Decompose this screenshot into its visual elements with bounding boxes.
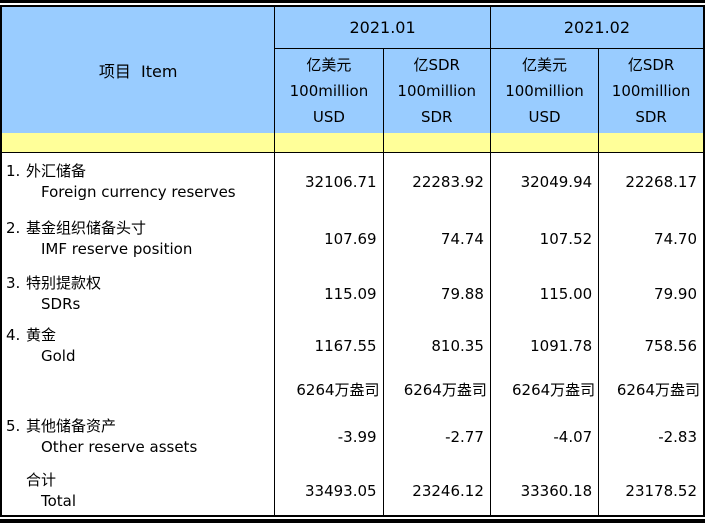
table-row: 1. 外汇储备 Foreign currency reserves 32106.7… — [0, 152, 705, 212]
table-row: 合计 Total 33493.05 23246.12 33360.18 2317… — [0, 466, 705, 516]
value-2021-01-usd: 1167.55 — [274, 322, 384, 370]
row-label-cn-text: 外汇储备 — [26, 162, 87, 181]
value-2021-01-usd: 107.69 — [274, 212, 384, 266]
value-2021-02-sdr: 79.90 — [598, 266, 705, 322]
row-label-chinese: 4. 黄金 — [2, 325, 274, 346]
unit-line: 亿SDR — [627, 55, 675, 74]
value-2021-02-sdr: 758.56 — [598, 322, 705, 370]
row-label-cn-text: 其他储备资产 — [26, 417, 117, 435]
value-2021-02-sdr: 23178.52 — [598, 466, 705, 516]
period-header-row: 项目 Item 2021.01 2021.02 — [0, 5, 705, 133]
item-column-header: 项目 Item — [0, 5, 276, 133]
row-label-cell — [0, 370, 276, 408]
unit-header-sdr-1: 亿SDR 100million SDR — [382, 47, 491, 133]
row-label-cell: 5. 其他储备资产 Other reserve assets — [0, 408, 276, 466]
value-2021-02-usd: 32049.94 — [489, 152, 600, 212]
row-label-english: Other reserve assets — [41, 438, 198, 456]
value-2021-01-usd: -3.99 — [274, 408, 384, 466]
value-2021-01-sdr: 23246.12 — [382, 466, 491, 516]
value-2021-02-usd: 1091.78 — [489, 322, 600, 370]
unit-line: 亿SDR — [413, 55, 460, 74]
unit-line: USD — [312, 107, 345, 126]
unit-header-sdr-2: 亿SDR 100million SDR — [598, 47, 705, 133]
row-label-chinese: 合计 — [2, 470, 274, 491]
row-number: 1. — [6, 162, 21, 181]
stripe-cell — [489, 133, 600, 153]
value-2021-02-sdr: 74.70 — [598, 212, 705, 266]
row-label-chinese: 1. 外汇储备 — [2, 161, 274, 182]
row-number: 2. — [6, 219, 21, 237]
unit-header-usd-2: 亿美元 100million USD — [489, 47, 600, 133]
table-row: 3. 特别提款权 SDRs 115.09 79.88 115.00 79.90 — [0, 266, 705, 322]
table-row: 5. 其他储备资产 Other reserve assets -3.99 -2.7… — [0, 408, 705, 466]
stripe-cell — [0, 133, 276, 153]
row-label-cell: 2. 基金组织储备头寸 IMF reserve position — [0, 212, 276, 266]
stripe-cell — [274, 133, 384, 153]
value-2021-02-sdr: 6264万盎司 — [598, 370, 705, 408]
row-number: 3. — [6, 274, 21, 292]
row-label-cell: 3. 特别提款权 SDRs — [0, 266, 276, 322]
value-2021-02-usd: -4.07 — [489, 408, 600, 466]
row-label-english: IMF reserve position — [41, 240, 193, 258]
value-2021-01-usd: 32106.71 — [274, 152, 384, 212]
value-2021-01-sdr: 810.35 — [382, 322, 491, 370]
unit-header-row: 亿美元 100million USD 亿SDR 100million SDR 亿… — [1, 47, 705, 133]
row-label-cell: 合计 Total — [0, 466, 276, 516]
value-2021-01-usd: 6264万盎司 — [274, 370, 384, 408]
row-label-cn-text: 特别提款权 — [26, 274, 102, 292]
stripe-cell — [598, 133, 705, 153]
unit-line: SDR — [420, 107, 453, 126]
period-header-2021-01: 2021.01 — [274, 5, 491, 49]
value-2021-01-usd: 33493.05 — [274, 466, 384, 516]
unit-line: 100million — [611, 81, 691, 100]
value-2021-02-usd: 6264万盎司 — [489, 370, 600, 408]
row-label-cn-text: 基金组织储备头寸 — [26, 219, 147, 237]
row-label-cell: 4. 黄金 Gold — [0, 322, 276, 370]
top-rule — [0, 0, 705, 3]
stripe-cell — [382, 133, 491, 153]
value-2021-01-sdr: 22283.92 — [382, 152, 491, 212]
table-row: 2. 基金组织储备头寸 IMF reserve position 107.69 7… — [0, 212, 705, 266]
row-label-chinese: 5. 其他储备资产 — [2, 416, 274, 437]
unit-line: 亿美元 — [522, 55, 568, 74]
row-label-english: Gold — [41, 347, 76, 365]
value-2021-02-usd: 115.00 — [489, 266, 600, 322]
value-2021-01-sdr: 74.74 — [382, 212, 491, 266]
unit-line: 100million — [289, 81, 369, 100]
row-number: 5. — [6, 417, 21, 435]
row-label-cn-text: 黄金 — [26, 326, 57, 344]
value-2021-01-sdr: 6264万盎司 — [382, 370, 491, 408]
row-label-english: Total — [41, 491, 77, 510]
row-label-chinese — [2, 379, 274, 400]
period-header-2021-02: 2021.02 — [489, 5, 705, 49]
unit-line: 100million — [397, 81, 477, 100]
row-label-cn-text: 合计 — [26, 470, 57, 489]
value-2021-02-sdr: -2.83 — [598, 408, 705, 466]
yellow-stripe-row — [0, 133, 705, 153]
value-2021-02-sdr: 22268.17 — [598, 152, 705, 212]
row-label-english: Foreign currency reserves — [41, 183, 236, 202]
row-label-english: SDRs — [41, 295, 81, 313]
table-row: 4. 黄金 Gold 1167.55 810.35 1091.78 758.56 — [0, 322, 705, 370]
unit-line: 100million — [505, 81, 584, 100]
value-2021-01-usd: 115.09 — [274, 266, 384, 322]
table-body: 1. 外汇储备 Foreign currency reserves 32106.7… — [0, 152, 705, 516]
unit-line: SDR — [635, 107, 667, 126]
unit-line: 亿美元 — [306, 55, 352, 74]
value-2021-02-usd: 107.52 — [489, 212, 600, 266]
bottom-rule — [0, 519, 705, 523]
value-2021-01-sdr: -2.77 — [382, 408, 491, 466]
value-2021-02-usd: 33360.18 — [489, 466, 600, 516]
row-label-cell: 1. 外汇储备 Foreign currency reserves — [0, 152, 276, 212]
value-2021-01-sdr: 79.88 — [382, 266, 491, 322]
unit-line: USD — [528, 107, 561, 126]
row-label-chinese: 3. 特别提款权 — [2, 273, 274, 294]
official-reserve-assets-table: 项目 Item 2021.01 2021.02 亿美元 100million U… — [0, 5, 705, 517]
table-row: 6264万盎司 6264万盎司 6264万盎司 6264万盎司 — [0, 370, 705, 408]
row-number: 4. — [6, 326, 21, 344]
unit-header-usd-1: 亿美元 100million USD — [274, 47, 384, 133]
row-label-chinese: 2. 基金组织储备头寸 — [2, 218, 274, 239]
